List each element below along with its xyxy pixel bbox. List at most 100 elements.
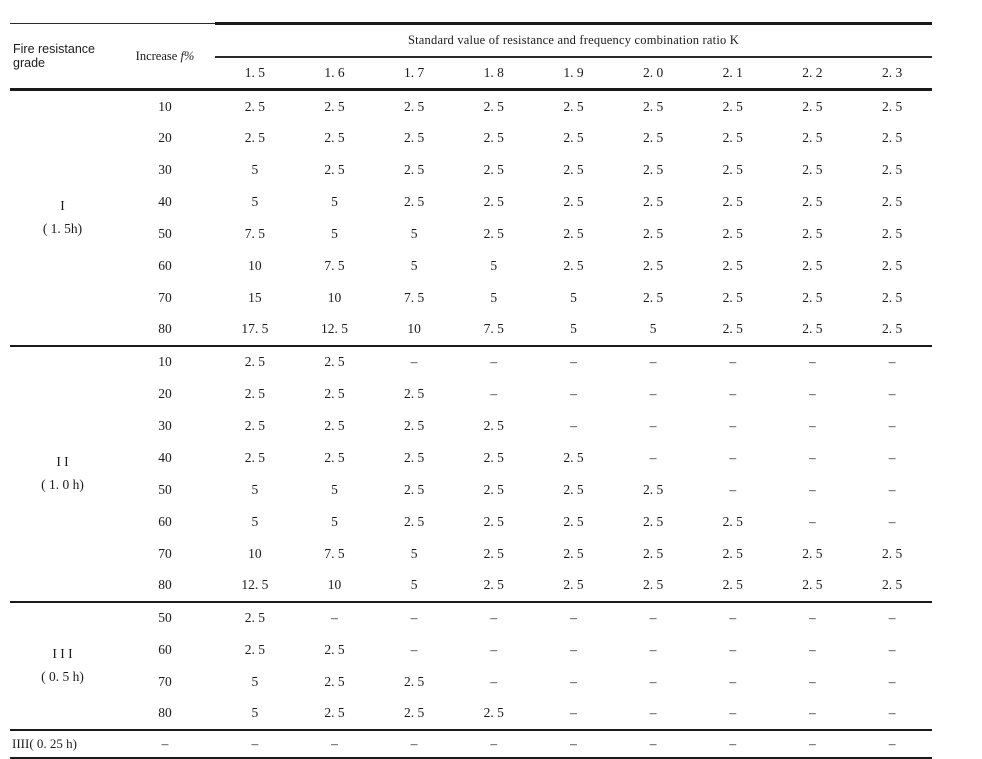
k-column-header: 2. 0	[613, 56, 693, 91]
k-value-cell: 2. 5	[722, 129, 743, 145]
k-value-cell: 2. 5	[642, 513, 664, 529]
k-value-cell: 2. 5	[722, 225, 743, 241]
increase-value-cell: 80	[158, 577, 172, 593]
k-columns-row: 1. 5 1. 6 1. 7 1. 8 1. 9 2. 0 2. 1 2. 2 …	[10, 56, 932, 91]
k-value-cell: 5	[570, 289, 577, 305]
k-value-cell: 2. 5	[324, 385, 345, 401]
k-value-cell: 2. 5	[563, 545, 584, 561]
k-value-cell: 2. 5	[642, 545, 664, 561]
k-value-cell: 10	[248, 257, 262, 273]
k-value-cell: 2. 5	[802, 289, 823, 305]
k-column-header: 1. 5	[215, 56, 295, 91]
k-value-cell: 7. 5	[324, 257, 345, 273]
increase-value-cell: 10	[115, 344, 215, 378]
k-value-cell: 2. 5	[324, 161, 345, 177]
table-row: 50 5 5 2. 5 2. 5 2. 5 2. 5 – – –	[10, 474, 932, 506]
k-value-cell: 2. 5	[802, 321, 823, 337]
k-column-header: 1. 9	[533, 56, 614, 91]
k-value-cell: 2. 5	[404, 417, 425, 433]
k-value-cell: 2. 5	[882, 545, 903, 561]
k-value-cell: –	[374, 344, 454, 378]
k-value-cell: –	[809, 513, 816, 529]
grade-iiii-label: IIII( 0. 25 h)	[10, 728, 115, 759]
k-value-cell: 2. 5	[722, 193, 743, 209]
header-fire-resistance-grade: Fire resistance grade	[10, 23, 115, 91]
increase-value-cell: 20	[158, 129, 172, 145]
table-row: 50 7. 5 5 5 2. 5 2. 5 2. 5 2. 5 2. 5 2. 5	[10, 218, 932, 250]
k-value-cell: –	[809, 385, 816, 401]
k-value-cell: 2. 5	[722, 513, 743, 529]
grade-label: I I I	[52, 645, 73, 661]
k-value-cell: 2. 5	[722, 321, 743, 337]
k-value-cell: 2. 5	[563, 257, 584, 273]
k-value-cell: 2. 5	[244, 98, 265, 114]
k-value-cell: 17. 5	[241, 321, 269, 337]
increase-value-cell: 80	[158, 705, 172, 721]
k-value-cell: 2. 5	[215, 600, 295, 634]
k-value-cell: 5	[251, 673, 259, 689]
table-row: 60 2. 5 2. 5 – – – – – – –	[10, 634, 932, 666]
k-value-cell: 5	[570, 321, 577, 337]
k-value-cell: 2. 5	[404, 481, 425, 497]
k-value-cell: 2. 5	[215, 344, 295, 378]
k-value-cell: –	[570, 705, 577, 721]
k-value-cell: 2. 5	[404, 705, 425, 721]
k-value-cell: –	[888, 641, 896, 657]
grade-duration: ( 1. 0 h)	[41, 477, 84, 492]
k-value-cell: –	[533, 728, 614, 759]
table-row: 80 12. 5 10 5 2. 5 2. 5 2. 5 2. 5 2. 5 2. 5	[10, 570, 932, 602]
k-value-cell: 2. 5	[722, 289, 743, 305]
k-value-cell: 5	[490, 289, 498, 305]
k-value-cell: 2. 5	[802, 193, 823, 209]
table-row: 30 2. 5 2. 5 2. 5 2. 5 – – – – –	[10, 410, 932, 442]
k-value-cell: –	[888, 449, 896, 465]
table-row-grade-iiii: IIII( 0. 25 h) – – – – – – – – – –	[10, 728, 932, 759]
k-value-cell: 2. 5	[563, 449, 584, 465]
k-value-cell: 15	[248, 289, 262, 305]
k-value-cell: –	[772, 344, 853, 378]
table-row: 80 17. 5 12. 5 10 7. 5 5 5 2. 5 2. 5 2. 5	[10, 314, 932, 346]
table-row: 20 2. 5 2. 5 2. 5 – – – – – –	[10, 378, 932, 410]
k-value-cell: 2. 5	[722, 98, 743, 114]
k-value-cell: –	[729, 417, 737, 433]
k-value-cell: 2. 5	[642, 289, 664, 305]
k-value-cell: 2. 5	[563, 225, 584, 241]
k-value-cell: –	[294, 728, 375, 759]
k-value-cell: –	[888, 481, 896, 497]
k-value-cell: 2. 5	[244, 449, 265, 465]
k-column-header: 1. 8	[453, 56, 534, 91]
table-row: 60 10 7. 5 5 5 2. 5 2. 5 2. 5 2. 5 2. 5	[10, 250, 932, 282]
k-value-cell: 2. 5	[642, 98, 664, 114]
header-increase: Increase f%	[115, 23, 215, 91]
table-row: 60 5 5 2. 5 2. 5 2. 5 2. 5 2. 5 – –	[10, 506, 932, 538]
k-value-cell: 2. 5	[642, 161, 664, 177]
k-value-cell: 2. 5	[563, 513, 584, 529]
increase-value-cell: 80	[158, 321, 172, 337]
k-column-header: 2. 2	[772, 56, 853, 91]
k-value-cell: –	[453, 344, 534, 378]
k-value-cell: 10	[407, 321, 421, 337]
k-value-cell: –	[649, 673, 657, 689]
k-value-cell: 2. 5	[324, 417, 345, 433]
table-row: 20 2. 5 2. 5 2. 5 2. 5 2. 5 2. 5 2. 5 2. 5 2. 5	[10, 122, 932, 154]
k-value-cell: –	[809, 673, 816, 689]
k-value-cell: 2. 5	[642, 481, 664, 497]
k-value-cell: –	[852, 728, 932, 759]
k-value-cell: 2. 5	[324, 98, 345, 114]
k-value-cell: 5	[251, 193, 259, 209]
k-value-cell: 5	[251, 481, 259, 497]
grade-cell: I I I ( 0. 5 h)	[10, 600, 115, 730]
k-value-cell: 2. 5	[483, 417, 504, 433]
increase-value-cell: 30	[158, 161, 172, 177]
grade-duration: ( 1. 5h)	[42, 221, 83, 237]
k-value-cell: 2. 5	[244, 641, 265, 657]
k-column-header: 1. 7	[374, 56, 454, 91]
k-value-cell: 2. 5	[882, 161, 903, 177]
k-value-cell: 2. 5	[324, 705, 345, 721]
k-value-cell: 2. 5	[244, 417, 265, 433]
k-value-cell: –	[453, 600, 534, 634]
k-value-cell: –	[613, 600, 693, 634]
k-value-cell: 2. 5	[404, 193, 425, 209]
k-value-cell: –	[729, 673, 737, 689]
k-value-cell: 12. 5	[241, 577, 269, 593]
